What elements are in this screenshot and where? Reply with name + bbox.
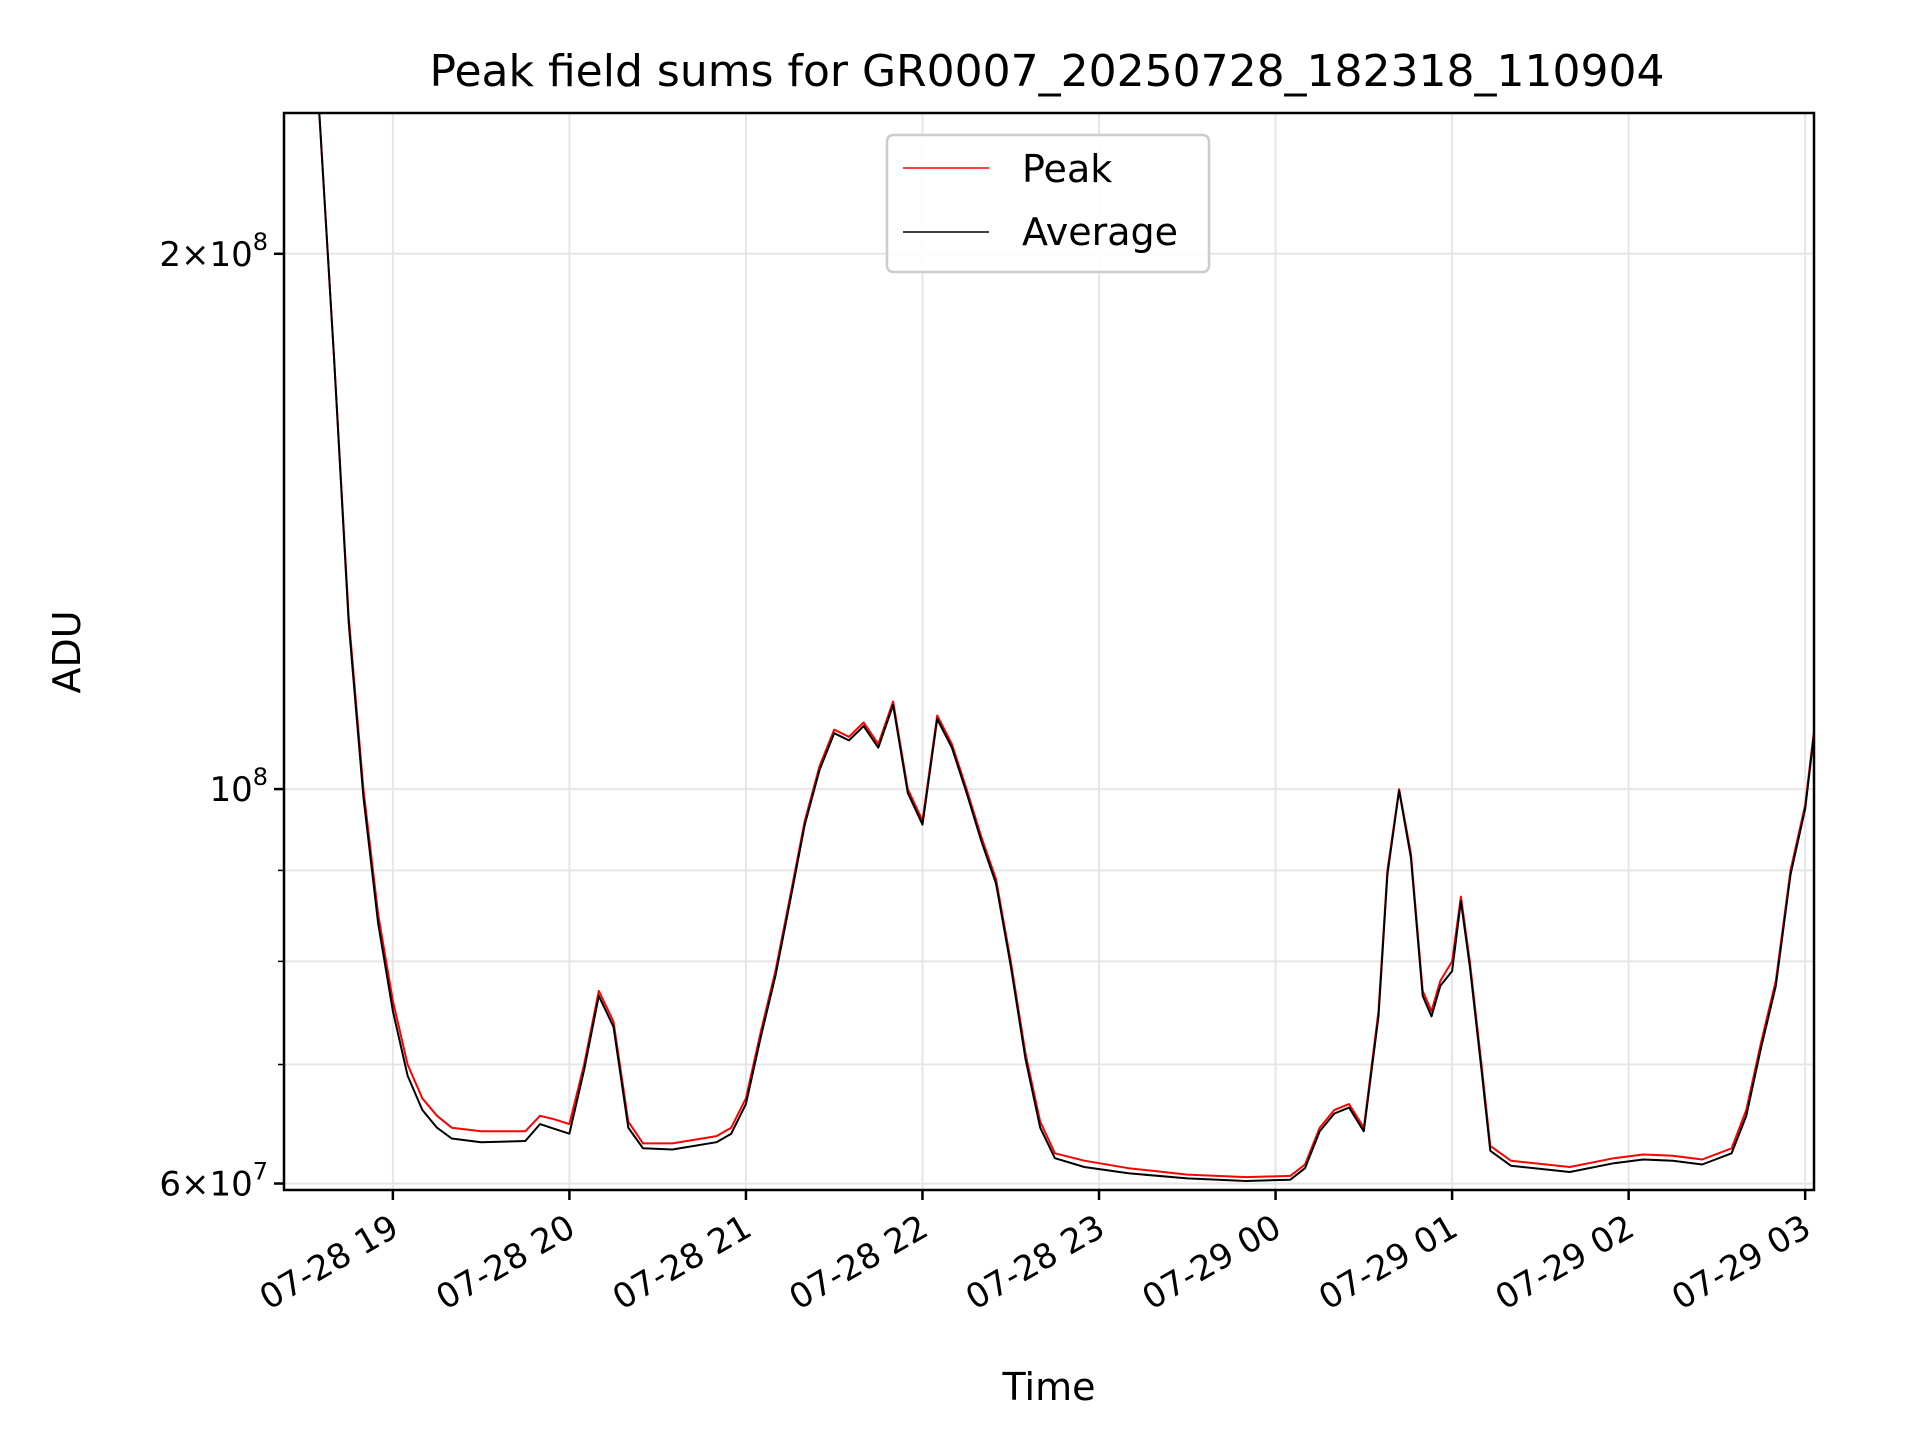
y-tick-exponent: 8 <box>253 228 268 256</box>
legend-box <box>885 133 1211 274</box>
plot-frame <box>282 111 1816 1192</box>
y-tick-exponent: 7 <box>253 1158 268 1186</box>
y-tick-label: 108 <box>209 763 268 810</box>
legend-label-peak: Peak <box>1022 147 1112 191</box>
series-group <box>284 113 1814 1182</box>
y-tick-base: 10 <box>209 770 252 810</box>
x-axis-label: Time <box>1002 1365 1096 1409</box>
series-line-average <box>284 113 1814 1182</box>
y-tick-mantissa: 6×10 <box>159 1165 252 1205</box>
y-axis-label: ADU <box>45 610 89 693</box>
legend: Peak Average <box>885 133 1211 274</box>
y-tick-label: 6×107 <box>159 1158 268 1205</box>
y-tick-mantissa: 2×10 <box>159 235 252 275</box>
y-tick-exponent: 8 <box>253 763 268 791</box>
y-tick-label: 2×108 <box>159 228 268 275</box>
legend-label-average: Average <box>1022 210 1178 254</box>
chart-title: Peak field sums for GR0007_20250728_1823… <box>430 46 1665 97</box>
